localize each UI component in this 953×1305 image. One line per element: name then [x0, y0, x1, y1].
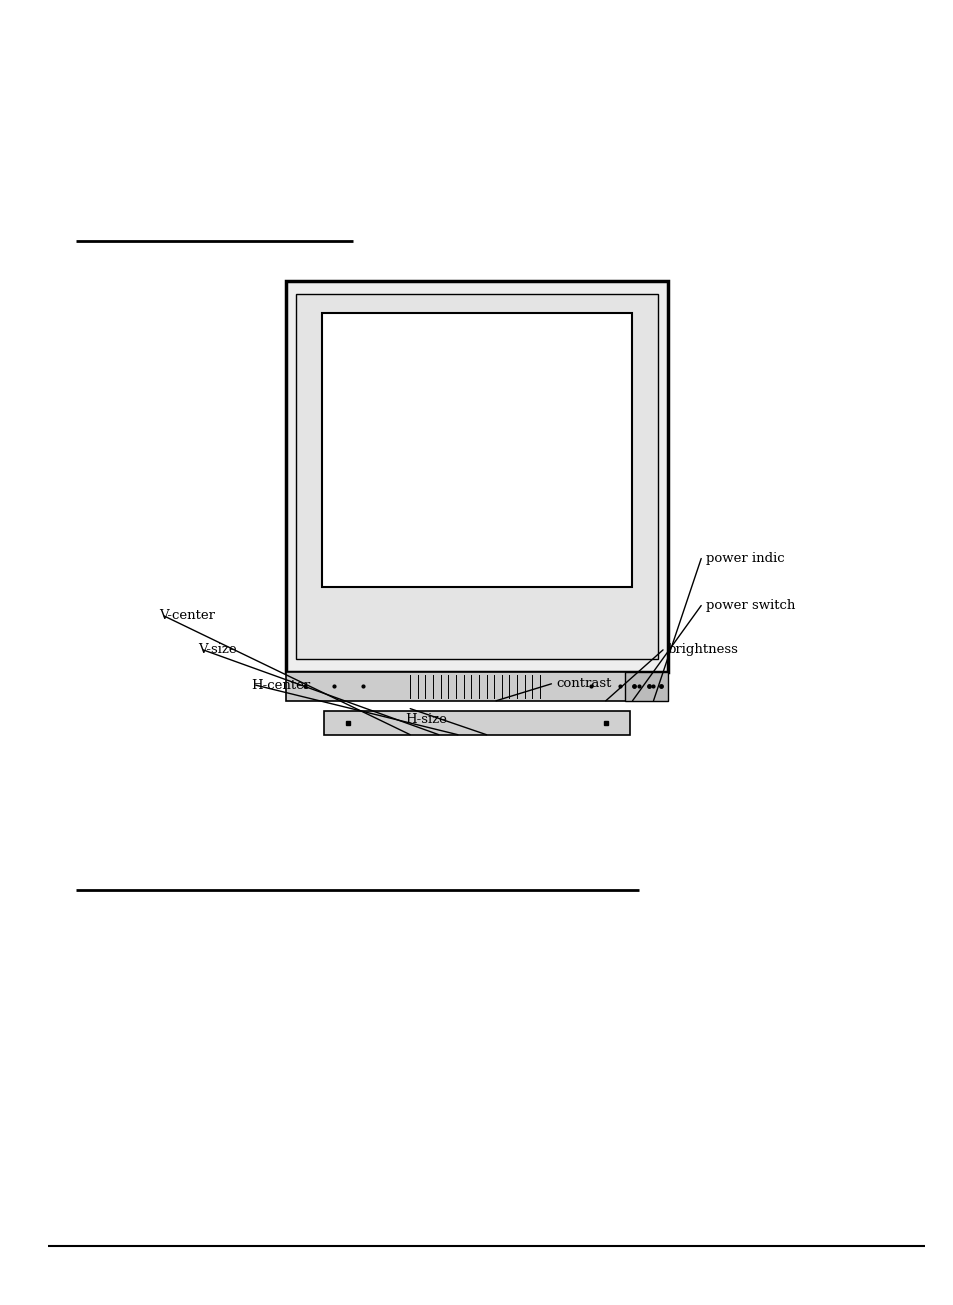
Bar: [295, 294, 658, 659]
Text: H-size: H-size: [405, 713, 447, 726]
Text: power switch: power switch: [705, 599, 795, 612]
Bar: [286, 672, 667, 701]
Bar: [322, 313, 631, 587]
Text: V-size: V-size: [198, 643, 236, 656]
Bar: [286, 281, 667, 672]
Text: V-center: V-center: [159, 609, 215, 622]
Bar: [624, 672, 667, 701]
Text: brightness: brightness: [667, 643, 738, 656]
Text: power indic: power indic: [705, 552, 783, 565]
Text: contrast: contrast: [556, 677, 611, 690]
Bar: [324, 711, 629, 735]
Text: H-center: H-center: [251, 679, 310, 692]
